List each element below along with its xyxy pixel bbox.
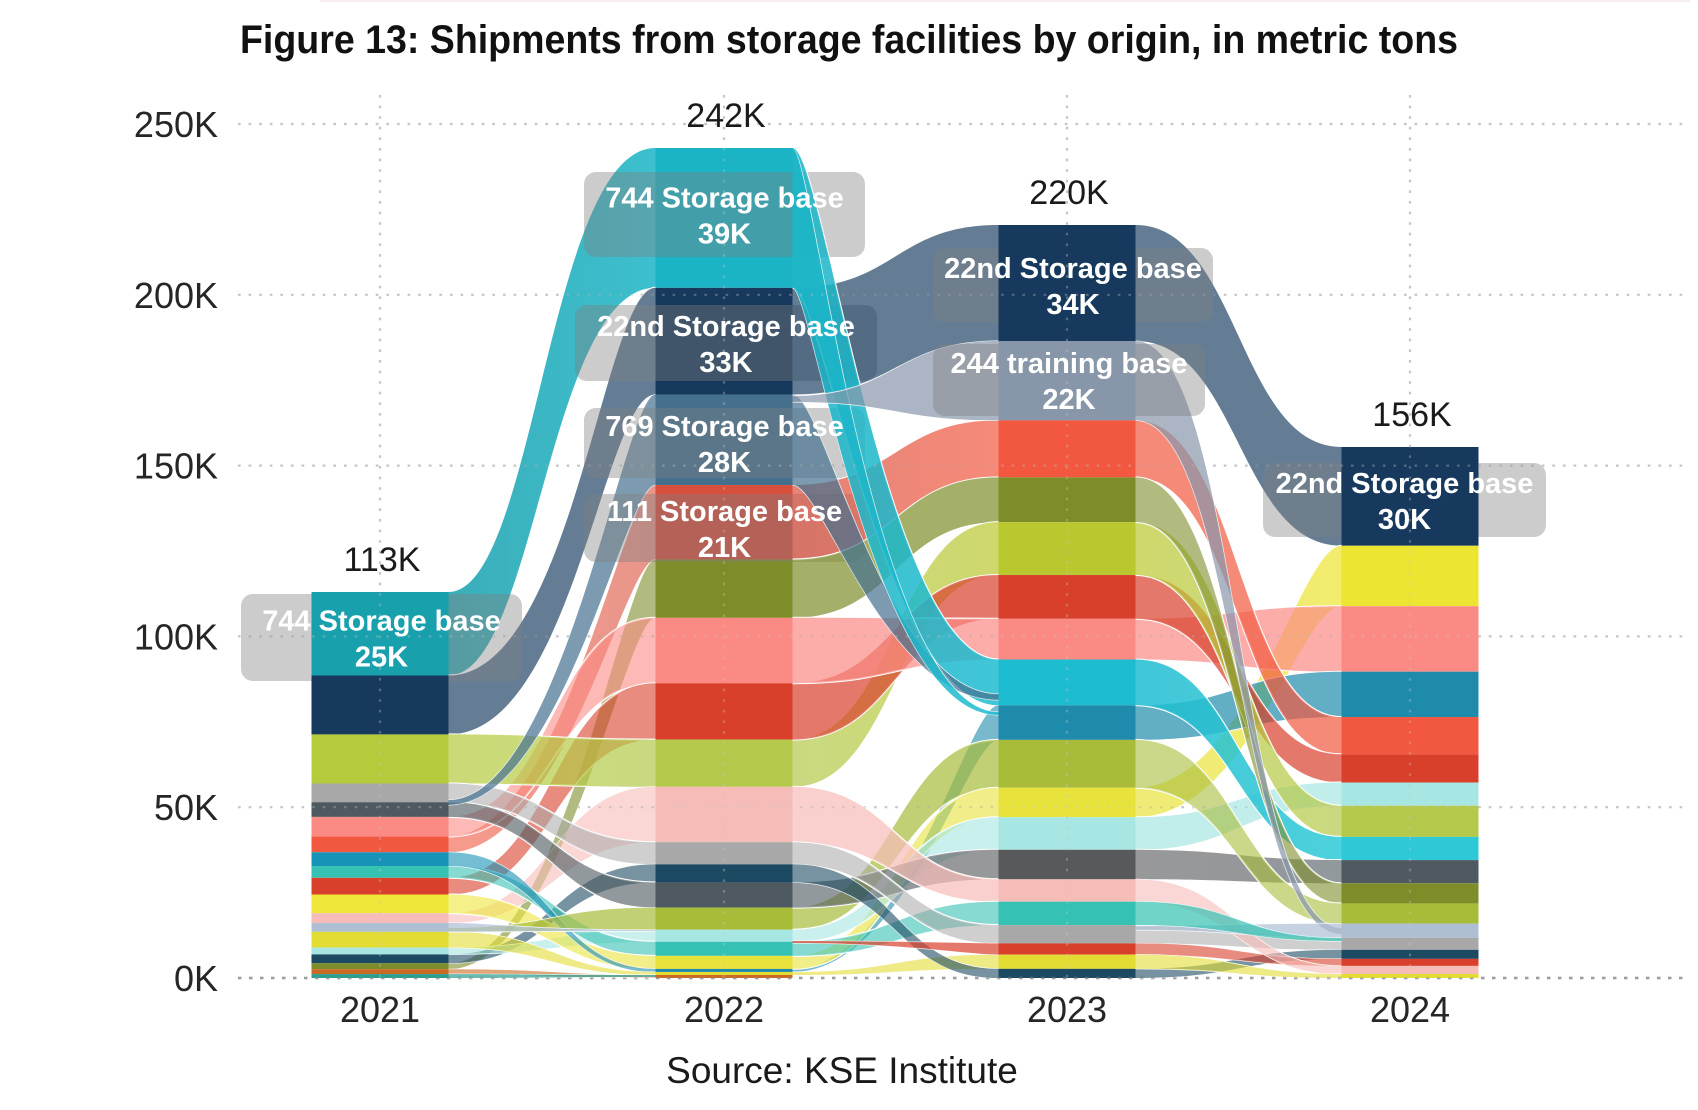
svg-text:22nd Storage base: 22nd Storage base <box>944 253 1202 285</box>
svg-text:100K: 100K <box>134 616 218 657</box>
svg-text:22nd Storage base: 22nd Storage base <box>1276 468 1534 500</box>
svg-text:769 Storage base: 769 Storage base <box>605 411 844 443</box>
svg-text:39K: 39K <box>698 219 751 251</box>
svg-text:33K: 33K <box>699 347 752 379</box>
svg-text:Source: KSE Institute: Source: KSE Institute <box>666 1050 1018 1091</box>
svg-text:25K: 25K <box>355 642 408 674</box>
svg-text:2024: 2024 <box>1370 989 1450 1030</box>
svg-text:113K: 113K <box>344 541 421 579</box>
svg-text:22K: 22K <box>1042 384 1095 416</box>
svg-text:150K: 150K <box>134 446 218 487</box>
svg-text:200K: 200K <box>134 275 218 316</box>
svg-text:156K: 156K <box>1372 396 1452 434</box>
svg-text:250K: 250K <box>134 104 218 145</box>
svg-text:744 Storage base: 744 Storage base <box>262 606 501 638</box>
svg-text:111 Storage base: 111 Storage base <box>607 496 842 528</box>
svg-text:28K: 28K <box>698 447 751 479</box>
svg-text:244 training base: 244 training base <box>951 348 1188 380</box>
svg-text:Figure 13: Shipments from stor: Figure 13: Shipments from storage facili… <box>240 18 1458 62</box>
svg-text:242K: 242K <box>686 97 766 135</box>
svg-text:2023: 2023 <box>1027 989 1107 1030</box>
svg-text:21K: 21K <box>698 532 751 564</box>
svg-text:220K: 220K <box>1029 174 1109 212</box>
svg-text:2021: 2021 <box>340 989 420 1030</box>
svg-text:744 Storage base: 744 Storage base <box>605 183 844 215</box>
svg-text:0K: 0K <box>174 958 218 999</box>
svg-text:50K: 50K <box>154 787 218 828</box>
svg-text:22nd Storage base: 22nd Storage base <box>597 311 855 343</box>
svg-text:2022: 2022 <box>684 989 764 1030</box>
svg-text:30K: 30K <box>1378 504 1431 536</box>
svg-text:34K: 34K <box>1046 289 1099 321</box>
